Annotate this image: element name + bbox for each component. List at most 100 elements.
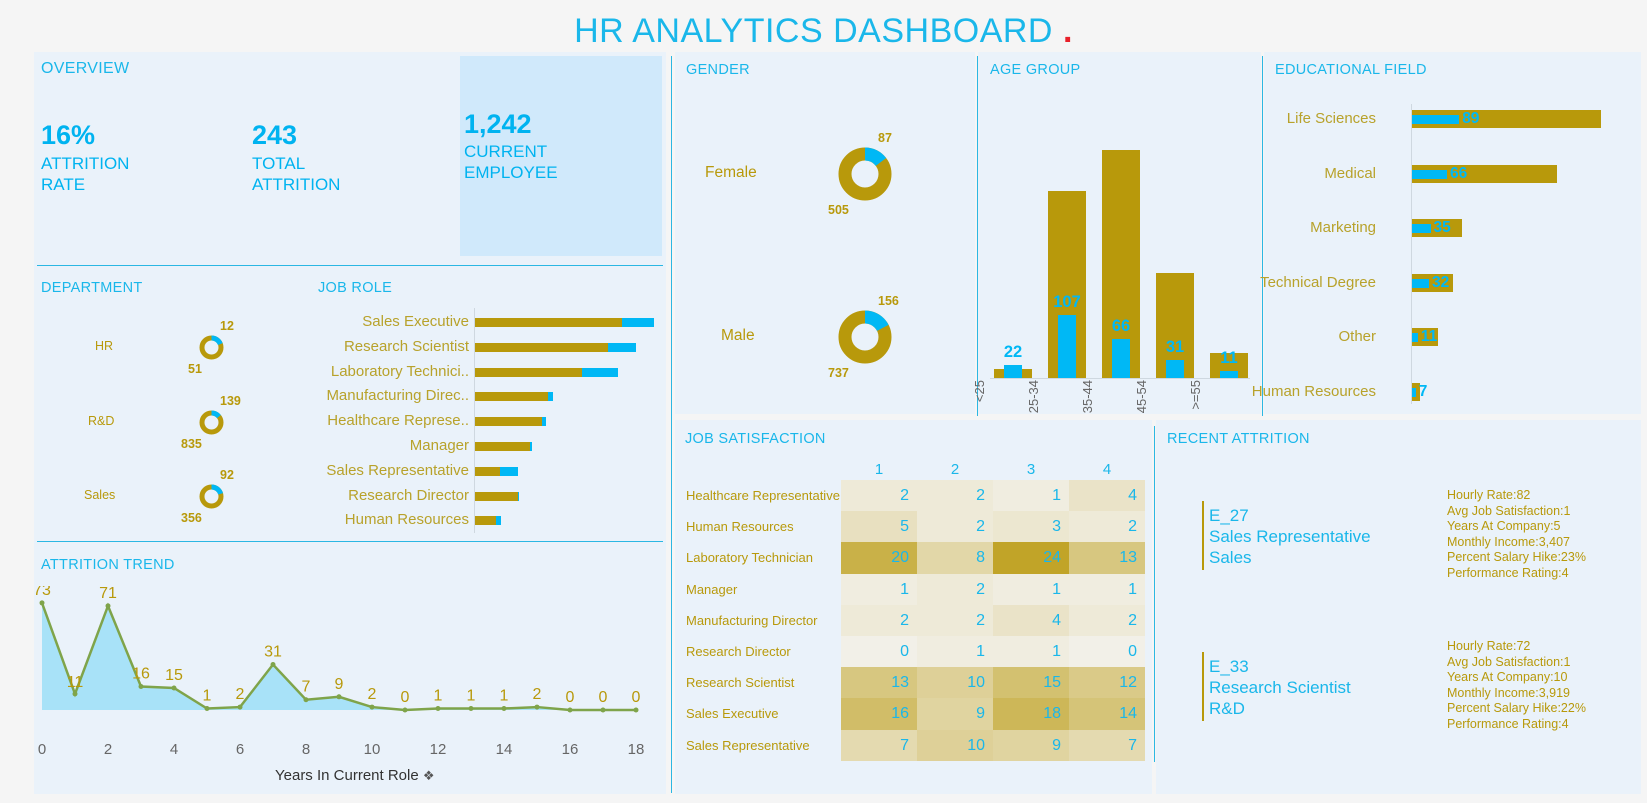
kpi-attrition-rate-label: ATTRITION RATE bbox=[41, 154, 130, 194]
job-role-attrition-bar bbox=[582, 367, 618, 377]
trend-point[interactable] bbox=[138, 684, 144, 690]
trend-point[interactable] bbox=[501, 706, 507, 712]
trend-point[interactable] bbox=[369, 704, 375, 710]
department-current-value: 835 bbox=[181, 437, 202, 451]
heatmap-cell: 2 bbox=[841, 480, 917, 512]
heatmap-row-label: Research Scientist bbox=[686, 675, 795, 691]
heatmap-cell: 2 bbox=[917, 480, 993, 512]
trend-value-label: 2 bbox=[236, 686, 245, 703]
trend-point[interactable] bbox=[171, 685, 177, 691]
trend-point[interactable] bbox=[435, 706, 441, 712]
trend-point[interactable] bbox=[237, 704, 243, 710]
edu-attrition-value: 11 bbox=[1420, 328, 1438, 345]
trend-point[interactable] bbox=[468, 706, 474, 712]
trend-point[interactable] bbox=[204, 706, 210, 712]
trend-x-tick: 14 bbox=[496, 741, 513, 758]
heatmap-cell: 0 bbox=[841, 636, 917, 668]
heatmap-cell: 18 bbox=[993, 698, 1069, 730]
heatmap-cell: 2 bbox=[917, 604, 993, 636]
edu-total-bar bbox=[1412, 328, 1438, 346]
heatmap-cell: 16 bbox=[841, 698, 917, 730]
heatmap-cell: 7 bbox=[1069, 729, 1145, 761]
heatmap-cell: 10 bbox=[917, 729, 993, 761]
trend-point[interactable] bbox=[39, 600, 45, 606]
heatmap-row-label: Sales Executive bbox=[686, 706, 779, 722]
recent-attrition-detail: Avg Job Satisfaction:1 bbox=[1447, 503, 1571, 518]
edu-attrition-value: 7 bbox=[1418, 382, 1428, 400]
trend-point[interactable] bbox=[105, 603, 111, 609]
edu-field-title: EDUCATIONAL FIELD bbox=[1275, 62, 1427, 78]
gender-donut-attrition-arc bbox=[864, 310, 889, 332]
trend-value-label: 0 bbox=[401, 689, 410, 706]
department-label: Sales bbox=[84, 488, 116, 502]
edu-field-label: Marketing bbox=[1310, 219, 1376, 236]
gender-label: Female bbox=[705, 164, 757, 181]
trend-value-label: 16 bbox=[132, 666, 150, 683]
job-role-axis bbox=[474, 308, 475, 533]
divider-age-edu bbox=[1262, 56, 1263, 416]
edu-attrition-bar bbox=[1412, 224, 1431, 233]
heatmap-cell: 20 bbox=[841, 542, 917, 574]
trend-point[interactable] bbox=[336, 694, 342, 700]
edu-attrition-bar bbox=[1412, 278, 1429, 288]
job-role-label: Laboratory Technici.. bbox=[330, 362, 469, 380]
job-role-label: Sales Executive bbox=[362, 313, 469, 330]
gender-label: Male bbox=[721, 327, 755, 344]
trend-point[interactable] bbox=[567, 707, 573, 713]
recent-attrition-detail: Years At Company:10 bbox=[1447, 670, 1568, 685]
age-x-label: <25 bbox=[972, 380, 987, 403]
age-attrition-value: 107 bbox=[1053, 292, 1081, 311]
job-role-attrition-bar bbox=[500, 466, 518, 476]
heatmap-column-header: 1 bbox=[874, 461, 884, 478]
age-attrition-value: 11 bbox=[1220, 349, 1238, 368]
recent-attrition-marker bbox=[1202, 501, 1204, 570]
heatmap-cell: 1 bbox=[841, 573, 917, 605]
age-attrition-value: 31 bbox=[1165, 337, 1185, 356]
department-attrition-value: 12 bbox=[220, 319, 234, 333]
trend-value-label: 0 bbox=[632, 689, 641, 706]
kpi-current-employee-value: 1,242 bbox=[464, 109, 532, 139]
department-donut-attrition-arc bbox=[210, 335, 223, 345]
job-role-current-bar bbox=[475, 318, 622, 327]
trend-point[interactable] bbox=[534, 704, 540, 710]
trend-point[interactable] bbox=[270, 662, 276, 668]
edu-attrition-value: 35 bbox=[1433, 219, 1451, 236]
trend-point[interactable] bbox=[600, 707, 606, 713]
edu-field-label: Other bbox=[1338, 328, 1376, 345]
heatmap-row-label: Manager bbox=[686, 581, 738, 597]
gender-title: GENDER bbox=[686, 62, 750, 78]
heatmap-row-label: Healthcare Representative bbox=[686, 488, 840, 503]
heatmap-cell: 4 bbox=[1069, 480, 1145, 512]
edu-attrition-bar bbox=[1412, 169, 1447, 179]
gender-current-value: 505 bbox=[828, 203, 849, 217]
heatmap-cell: 15 bbox=[993, 667, 1069, 699]
heatmap-cell: 1 bbox=[993, 573, 1069, 605]
divider-gender-age bbox=[977, 56, 978, 416]
job-role-label: Sales Representative bbox=[326, 461, 469, 479]
trend-point[interactable] bbox=[633, 707, 639, 713]
trend-value-label: 31 bbox=[264, 644, 282, 661]
job-role-attrition-bar bbox=[530, 442, 532, 451]
trend-x-tick: 16 bbox=[562, 741, 579, 758]
heatmap-cell: 13 bbox=[1069, 542, 1145, 574]
trend-value-label: 11 bbox=[67, 674, 84, 691]
edu-attrition-value: 66 bbox=[1449, 164, 1468, 182]
trend-point[interactable] bbox=[402, 707, 408, 713]
trend-x-tick: 10 bbox=[364, 741, 381, 758]
recent-attrition-detail: Percent Salary Hike:23% bbox=[1447, 550, 1586, 565]
trend-value-label: 2 bbox=[368, 686, 377, 703]
job-role-label: Research Scientist bbox=[343, 337, 469, 355]
recent-attrition-detail: Performance Rating:4 bbox=[1447, 717, 1569, 731]
pin-icon[interactable]: ❖ bbox=[422, 768, 435, 783]
gender-donut-attrition-arc bbox=[864, 147, 887, 167]
trend-value-label: 9 bbox=[335, 676, 344, 693]
divider-overview bbox=[37, 265, 663, 266]
trend-value-label: 1 bbox=[203, 688, 212, 705]
heatmap-row-label: Human Resources bbox=[686, 519, 794, 535]
trend-point[interactable] bbox=[303, 697, 309, 703]
job-role-label: Human Resources bbox=[344, 511, 469, 529]
job-role-current-bar bbox=[475, 491, 518, 501]
trend-point[interactable] bbox=[72, 691, 78, 697]
divider-vertical-main bbox=[671, 56, 672, 793]
